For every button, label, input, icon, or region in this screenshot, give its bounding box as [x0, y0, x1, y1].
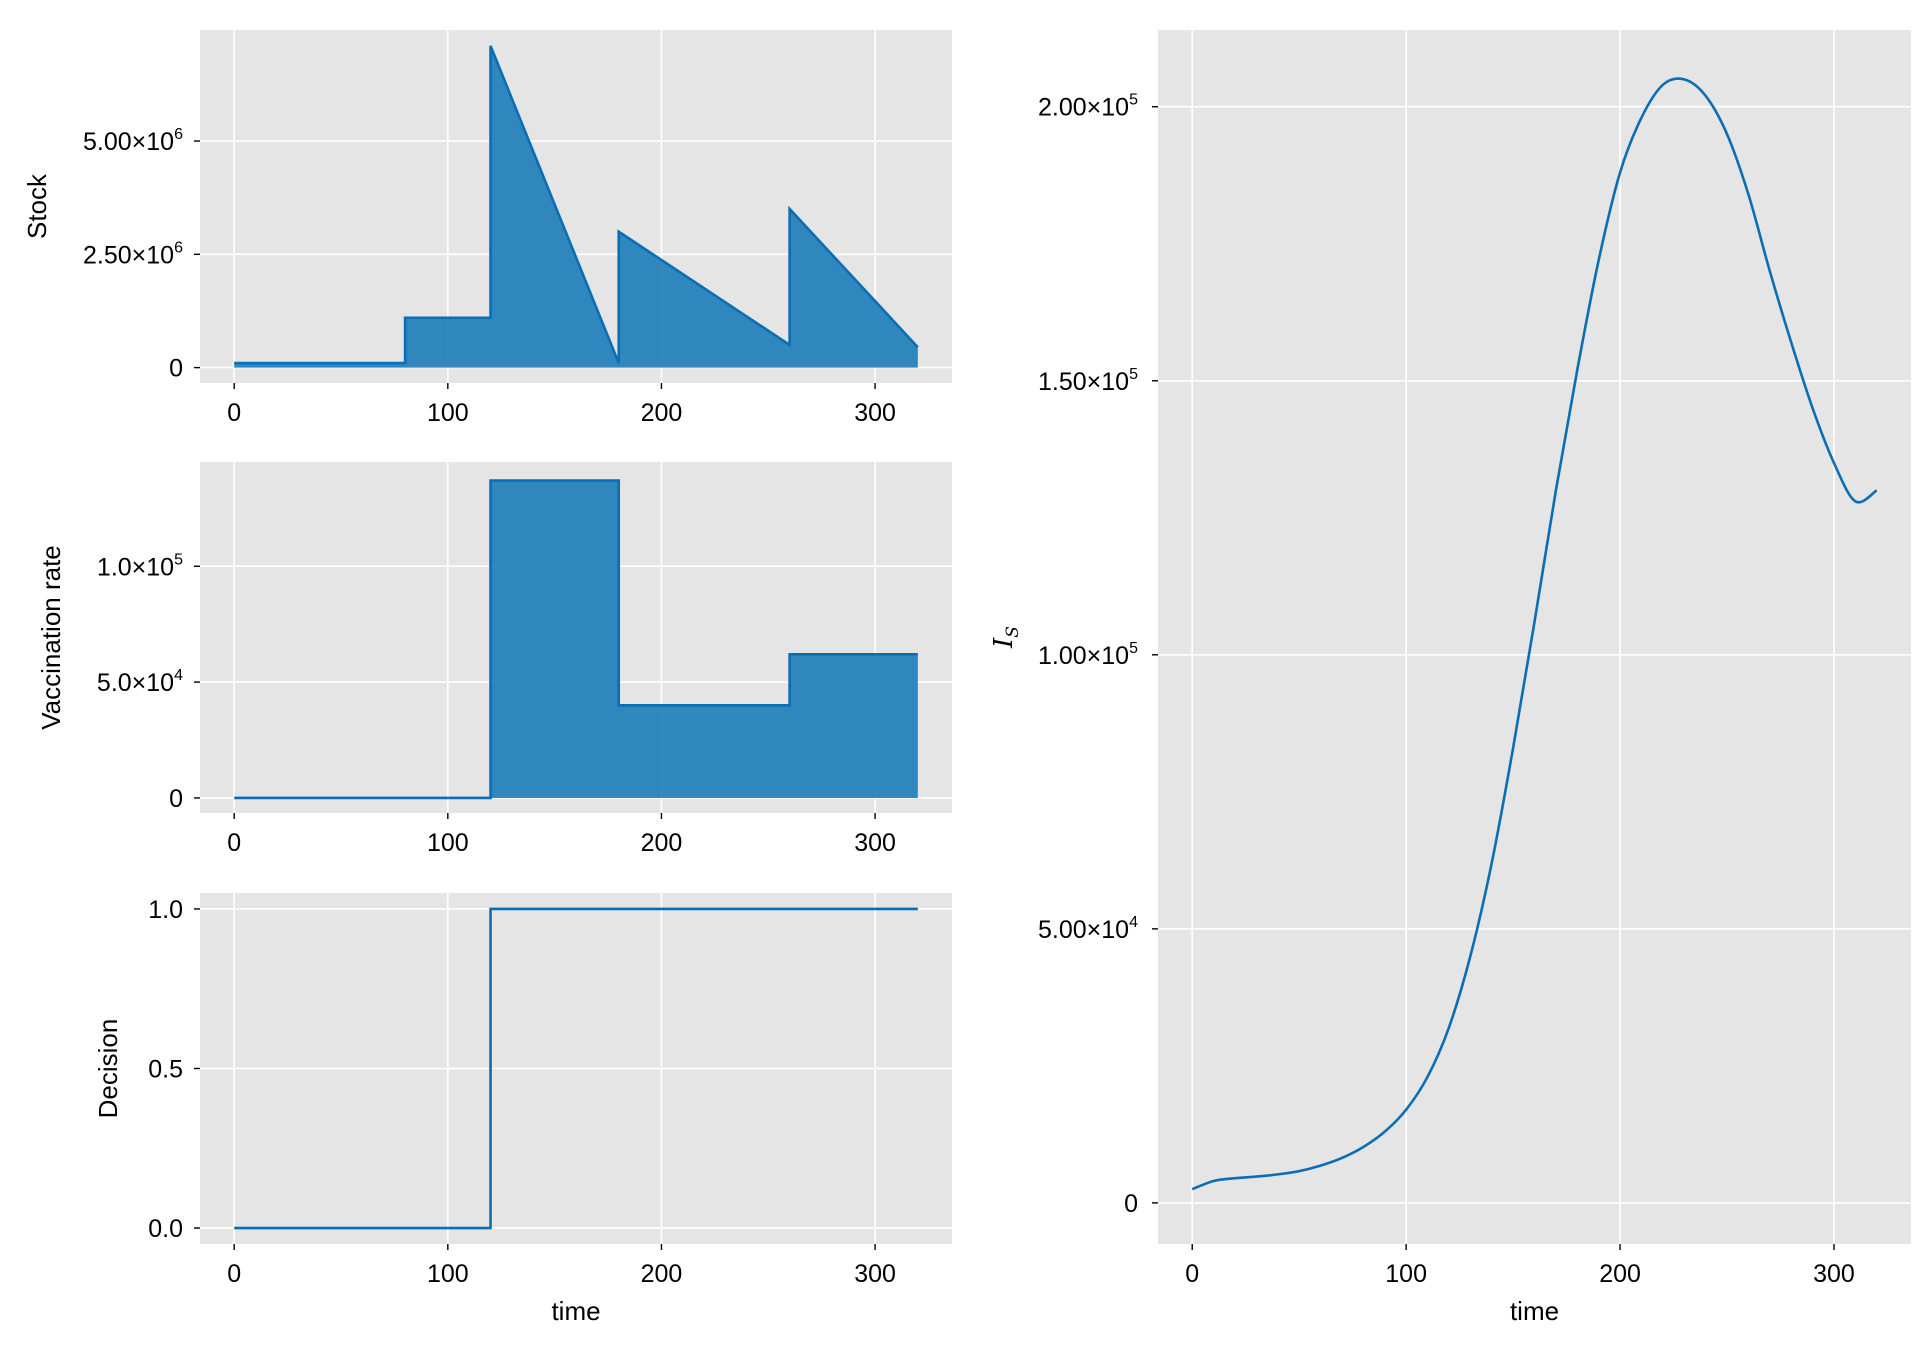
series-area: [234, 45, 918, 368]
x-tick-label: 300: [854, 1260, 896, 1288]
infected-panel: 0 100 200 300 0 5.00×104 1.00×105 1.50×105 2.00×…: [989, 30, 1911, 1326]
stock-panel: 0 100 200 300 0 2.50×106 5.00×106 Stock: [22, 30, 952, 427]
x-axis-label: time: [1510, 1296, 1559, 1326]
decision-panel: 0 100 200 300 0.0 0.5 1.0 time Decision: [93, 893, 952, 1326]
x-tick-label: 0: [227, 829, 241, 857]
vaccination-rate-panel: 0 100 200 300 0 5.0×104 1.0×105 Vaccination rat…: [36, 462, 952, 857]
x-tick-label: 300: [854, 829, 896, 857]
series-area: [234, 480, 918, 798]
y-tick-label: 0: [169, 785, 183, 813]
x-tick-label: 200: [641, 1260, 683, 1288]
y-axis-label: Vaccination rate: [36, 545, 66, 730]
series-line: [234, 907, 918, 1230]
y-tick-label: 2.00×105: [1038, 92, 1138, 122]
x-tick-label: 200: [1599, 1260, 1641, 1288]
y-tick-label: 0: [1124, 1190, 1138, 1218]
series-line: [234, 45, 919, 365]
series-line: [234, 479, 918, 800]
y-tick-label: 1.00×105: [1038, 640, 1138, 670]
x-tick-label: 200: [641, 829, 683, 857]
x-tick-label: 300: [854, 399, 896, 427]
x-tick-label: 100: [427, 1260, 469, 1288]
y-axis-label: Decision: [93, 1019, 123, 1119]
y-tick-label: 5.0×104: [97, 667, 183, 697]
x-axis-label: time: [551, 1296, 600, 1326]
x-tick-label: 100: [427, 829, 469, 857]
y-tick-label: 0: [169, 355, 183, 383]
y-tick-label: 0.0: [148, 1215, 183, 1243]
x-tick-label: 100: [427, 399, 469, 427]
x-tick-label: 300: [1813, 1260, 1855, 1288]
x-tick-label: 0: [227, 399, 241, 427]
y-tick-label: 1.0: [148, 896, 183, 924]
x-tick-label: 0: [227, 1260, 241, 1288]
x-tick-label: 200: [641, 399, 683, 427]
y-tick-label: 1.50×105: [1038, 366, 1138, 396]
y-tick-label: 5.00×106: [83, 126, 183, 156]
y-axis-label: IS: [989, 626, 1023, 649]
y-tick-label: 0.5: [148, 1056, 183, 1084]
x-tick-label: 0: [1185, 1260, 1199, 1288]
y-tick-label: 5.00×104: [1038, 914, 1138, 944]
plot-background: [1158, 30, 1911, 1244]
x-tick-label: 100: [1385, 1260, 1427, 1288]
y-tick-label: 2.50×106: [83, 239, 183, 269]
y-axis-label: Stock: [22, 173, 52, 239]
y-tick-label: 1.0×105: [97, 551, 183, 581]
series-line: [1191, 77, 1878, 1191]
